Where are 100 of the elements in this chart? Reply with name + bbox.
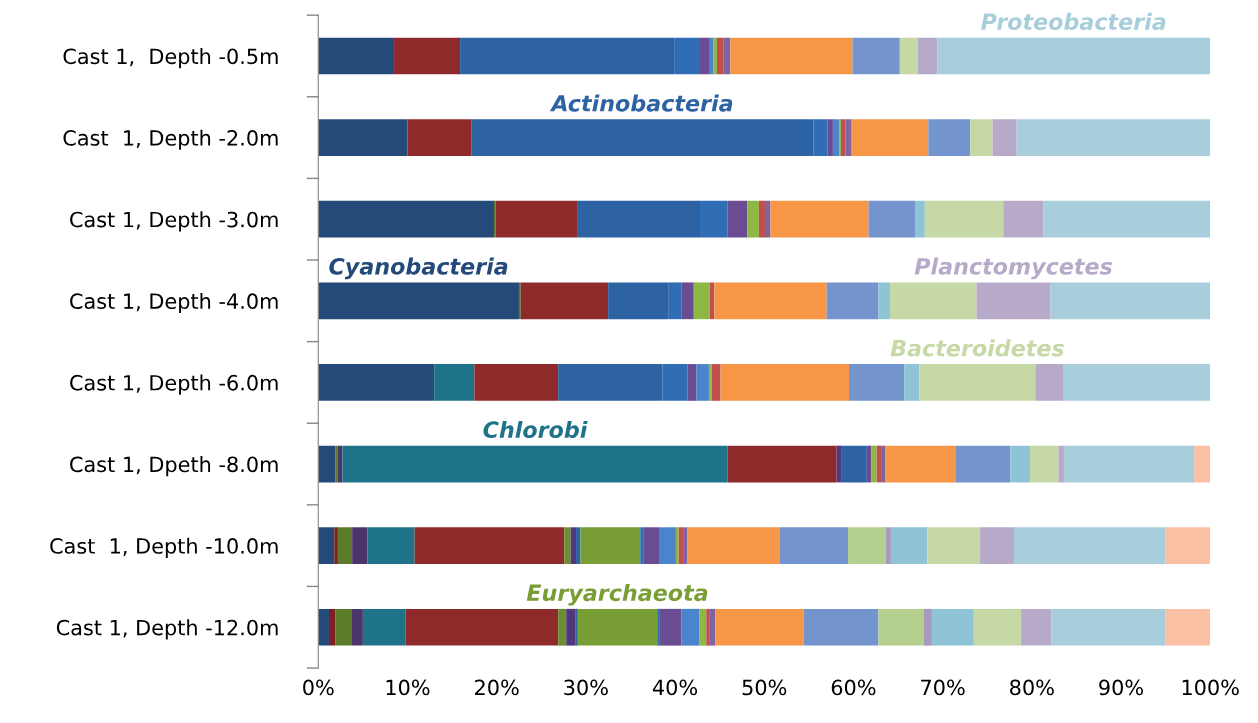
bar — [803, 608, 879, 646]
bar — [1051, 608, 1166, 646]
bar — [394, 37, 461, 75]
bar — [727, 445, 837, 483]
bar — [1016, 119, 1211, 156]
y-tick-label: Cast 1, Dpeth -8.0m — [70, 456, 278, 477]
bar — [318, 445, 336, 483]
bar — [827, 119, 833, 156]
bar — [318, 364, 435, 401]
bar — [640, 527, 644, 564]
bar — [577, 200, 701, 238]
bar — [460, 37, 675, 75]
bar — [713, 37, 717, 75]
bar — [564, 527, 571, 564]
bar — [709, 608, 716, 646]
bar — [681, 282, 694, 320]
bar — [927, 527, 981, 564]
x-tick-label: 60% — [831, 679, 876, 696]
bar — [826, 282, 879, 320]
bar — [1194, 445, 1211, 483]
bar — [770, 200, 869, 238]
bar — [1165, 608, 1211, 646]
bar — [885, 527, 891, 564]
bar — [558, 608, 567, 646]
series-label: Planctomycetes — [914, 257, 1113, 280]
bar — [608, 282, 669, 320]
bar — [658, 527, 676, 564]
bar — [890, 282, 977, 320]
bar — [1013, 527, 1166, 564]
bar — [813, 119, 828, 156]
bar — [405, 608, 559, 646]
bar — [924, 200, 1004, 238]
x-tick-label: 0% — [303, 679, 334, 696]
bar — [711, 364, 721, 401]
bar — [899, 37, 918, 75]
bar — [973, 608, 1022, 646]
bar — [471, 119, 814, 156]
bar — [367, 527, 415, 564]
x-tick-label: 30% — [564, 679, 608, 696]
bar — [758, 200, 767, 238]
y-tick-label: Cast 1, Depth -10.0m — [50, 537, 278, 558]
bar — [708, 364, 712, 401]
x-tick-label: 100% — [1182, 679, 1239, 696]
bar — [881, 445, 886, 483]
bar — [362, 608, 406, 646]
bar — [928, 119, 971, 156]
bar — [696, 364, 709, 401]
y-tick-label: Cast 1, Depth -0.5m — [63, 48, 278, 69]
bar — [848, 364, 905, 401]
bar — [1035, 364, 1064, 401]
x-tick-label: 50% — [742, 679, 787, 696]
bar — [904, 364, 920, 401]
bar — [674, 37, 701, 75]
y-tick-label: Cast 1, Depth -4.0m — [70, 292, 278, 314]
bar — [992, 119, 1017, 156]
bar — [668, 282, 682, 320]
bar — [683, 527, 688, 564]
bar — [931, 608, 974, 646]
series-label: Proteobacteria — [981, 12, 1166, 31]
bar — [841, 445, 867, 483]
bar — [434, 364, 475, 401]
series-label: Euryarchaeota — [526, 583, 708, 606]
x-tick-label: 90% — [1099, 679, 1144, 696]
bar — [576, 527, 581, 564]
bar — [335, 608, 352, 646]
bar — [662, 364, 688, 401]
bar — [878, 608, 924, 646]
x-tick-label: 40% — [652, 679, 698, 696]
bar — [868, 200, 915, 238]
bar — [871, 445, 877, 483]
bar — [845, 119, 852, 156]
bar — [832, 119, 840, 156]
series-label: Chlorobi — [483, 420, 588, 439]
bar — [337, 527, 353, 564]
bar — [1010, 445, 1031, 483]
bar — [878, 282, 890, 320]
bar — [318, 37, 395, 75]
bar — [414, 527, 565, 564]
bar — [566, 608, 576, 646]
bar — [885, 445, 956, 483]
bar — [1165, 527, 1211, 564]
bar — [976, 282, 1051, 320]
bar — [693, 282, 710, 320]
x-tick-label: 20% — [475, 679, 519, 696]
bar — [495, 200, 578, 238]
bar — [779, 527, 849, 564]
bar — [980, 527, 1014, 564]
bar — [714, 282, 827, 320]
series-label: Bacteroidetes — [890, 339, 1064, 357]
bar — [687, 364, 697, 401]
bar — [657, 608, 660, 646]
series-label: Actinobacteria — [549, 94, 733, 112]
y-tick-label: Cast 1, Depth -6.0m — [70, 374, 278, 395]
bar — [700, 200, 728, 238]
bar — [335, 445, 338, 483]
y-tick-label: Cast 1, Depth -3.0m — [70, 211, 278, 232]
bar — [675, 527, 679, 564]
bar — [747, 200, 759, 238]
bar — [848, 527, 886, 564]
bar — [474, 364, 559, 401]
